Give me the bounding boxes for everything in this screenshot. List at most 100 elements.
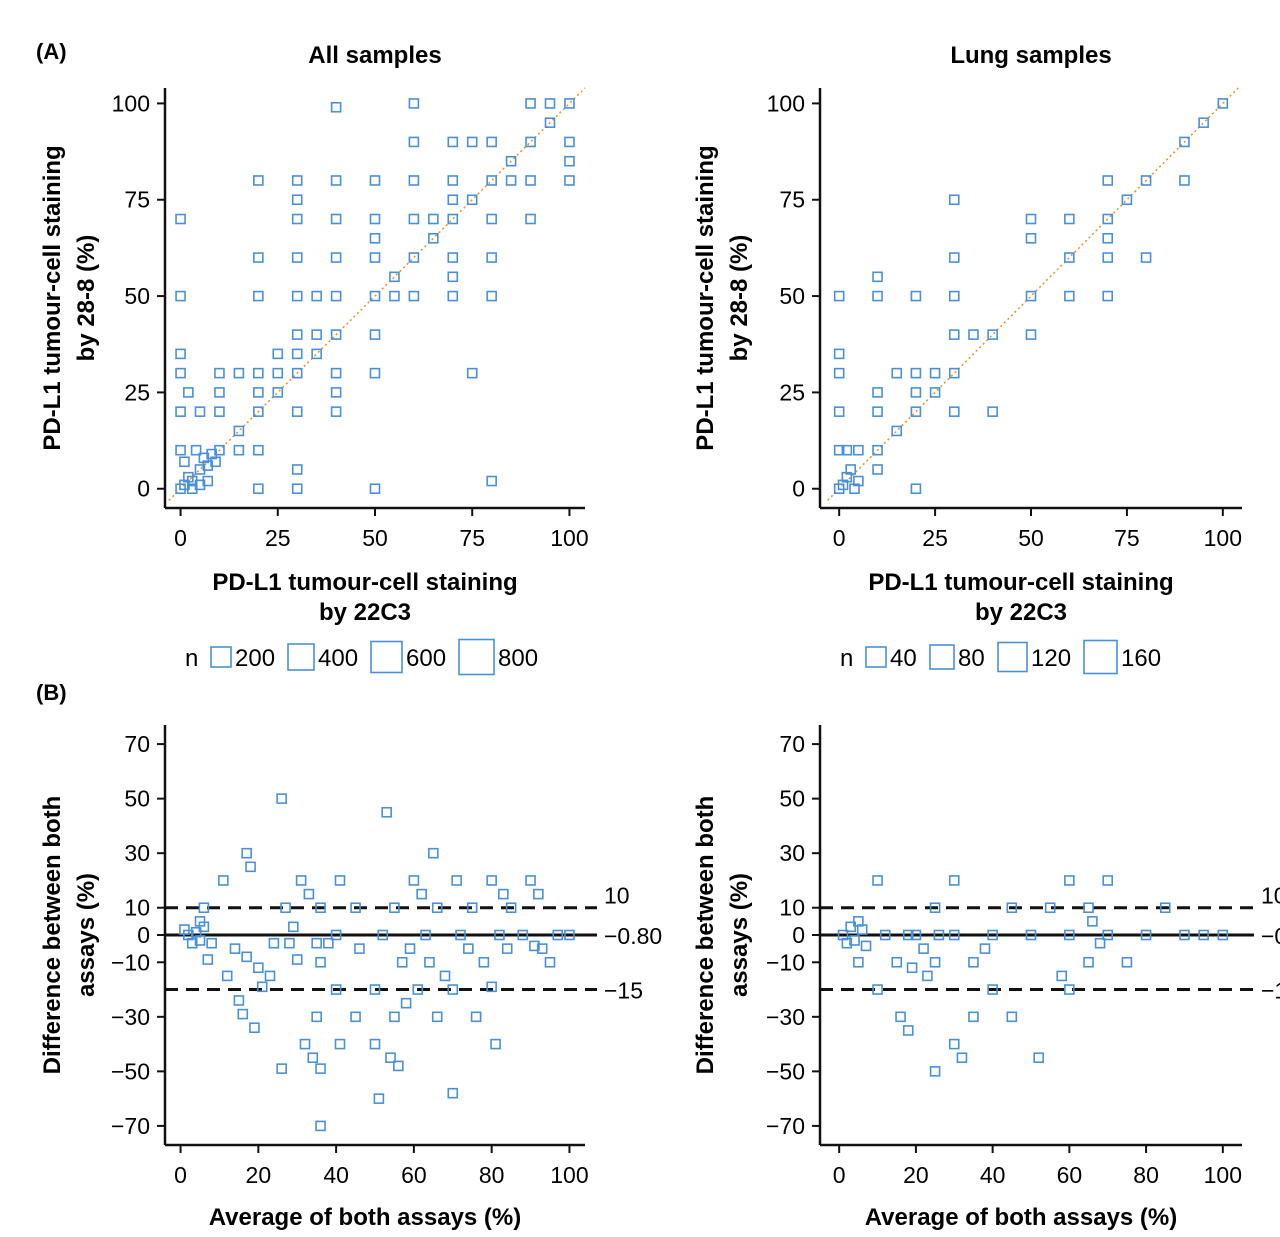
data-point — [1159, 902, 1171, 914]
data-point — [190, 444, 202, 456]
y-tick-label: 50 — [779, 283, 805, 309]
x-tick-label: 50 — [1018, 525, 1044, 551]
data-point — [311, 329, 322, 340]
data-point — [486, 213, 497, 225]
data-point — [447, 213, 459, 225]
data-point — [849, 935, 860, 946]
legend-symbol — [865, 646, 887, 668]
y-tick-label: −50 — [766, 1058, 805, 1084]
data-point — [214, 387, 225, 398]
legend-label: 40 — [890, 645, 917, 672]
legend-label: 160 — [1121, 645, 1161, 672]
data-point — [175, 406, 186, 417]
y-tick-label: 30 — [779, 840, 805, 866]
data-point — [412, 984, 424, 995]
data-point — [564, 155, 575, 167]
data-point — [505, 155, 517, 167]
data-point — [1006, 1011, 1018, 1023]
data-point — [330, 929, 342, 941]
data-point — [272, 387, 284, 398]
panel-label-a: (A) — [36, 39, 67, 64]
data-point — [389, 290, 400, 302]
data-point — [206, 937, 217, 949]
reference-line-label: 10 — [1261, 883, 1280, 909]
data-point — [330, 252, 342, 263]
x-tick-label: 75 — [459, 525, 485, 551]
data-point — [233, 444, 245, 456]
data-point — [1121, 194, 1133, 206]
data-point — [841, 937, 853, 949]
data-point — [431, 1011, 443, 1023]
data-point — [1083, 956, 1094, 968]
data-point — [439, 970, 451, 982]
data-point — [447, 1087, 459, 1099]
data-point — [276, 1063, 287, 1074]
reference-line-label: −1 — [1261, 978, 1280, 1004]
data-point — [334, 1038, 346, 1050]
data-point — [186, 937, 198, 949]
identity-line — [168, 87, 586, 501]
data-point — [968, 956, 979, 968]
y-axis-title: Difference between both — [692, 796, 719, 1075]
y-tick-label: 70 — [779, 731, 805, 757]
data-point — [253, 290, 264, 302]
data-point — [315, 902, 326, 914]
data-point — [929, 1066, 941, 1077]
legend-symbol — [458, 638, 495, 676]
data-point — [272, 348, 284, 360]
data-point — [280, 902, 291, 914]
y-axis-title: by 28-8 (%) — [726, 235, 753, 362]
data-point — [175, 290, 186, 302]
data-point — [175, 213, 186, 225]
reference-line-label: −0 — [1261, 923, 1280, 949]
data-point — [1064, 290, 1075, 302]
data-point — [291, 367, 303, 379]
y-tick-label: 75 — [124, 187, 150, 213]
data-point — [853, 444, 864, 456]
data-point — [416, 888, 427, 900]
data-point — [447, 271, 459, 283]
data-point — [929, 387, 941, 398]
data-point — [334, 875, 346, 886]
data-point — [1094, 937, 1106, 949]
data-point — [315, 1063, 326, 1074]
data-point — [315, 1120, 326, 1132]
data-point — [408, 98, 420, 109]
data-point — [533, 888, 544, 900]
data-point — [987, 406, 998, 417]
data-point — [979, 943, 991, 954]
data-point — [987, 329, 998, 340]
data-point — [872, 984, 883, 995]
data-point — [1102, 875, 1114, 886]
data-point — [1033, 1052, 1044, 1064]
x-axis-title: Average of both assays (%) — [865, 1204, 1178, 1231]
data-point — [833, 348, 845, 360]
data-point — [968, 1011, 979, 1023]
y-axis-title: assays (%) — [73, 873, 100, 997]
data-point — [987, 984, 998, 995]
x-axis-title: PD-L1 tumour-cell staining — [212, 569, 517, 596]
data-point — [408, 252, 420, 263]
data-point — [486, 475, 497, 487]
data-point — [424, 956, 435, 968]
bland-altman-all-samples: 10−0.80−150 20 40 60 80 100705030100−10−30−50… — [39, 725, 662, 1231]
data-point — [369, 232, 381, 244]
legend-symbol — [370, 640, 403, 674]
x-tick-label: 20 — [903, 1162, 929, 1188]
data-point — [214, 367, 225, 379]
data-point — [922, 970, 933, 982]
identity-line — [827, 87, 1239, 501]
data-point — [833, 367, 845, 379]
panel-label-b: (B) — [36, 680, 67, 705]
data-point — [264, 970, 276, 982]
x-axis-title: PD-L1 tumour-cell staining — [868, 569, 1173, 596]
data-point — [470, 1011, 482, 1023]
data-point — [860, 940, 872, 952]
data-point — [202, 954, 214, 965]
data-point — [1217, 929, 1229, 941]
data-point — [529, 940, 540, 952]
data-point — [849, 483, 860, 495]
data-point — [214, 406, 225, 417]
legend-title: n — [185, 645, 198, 672]
data-point — [214, 444, 225, 456]
